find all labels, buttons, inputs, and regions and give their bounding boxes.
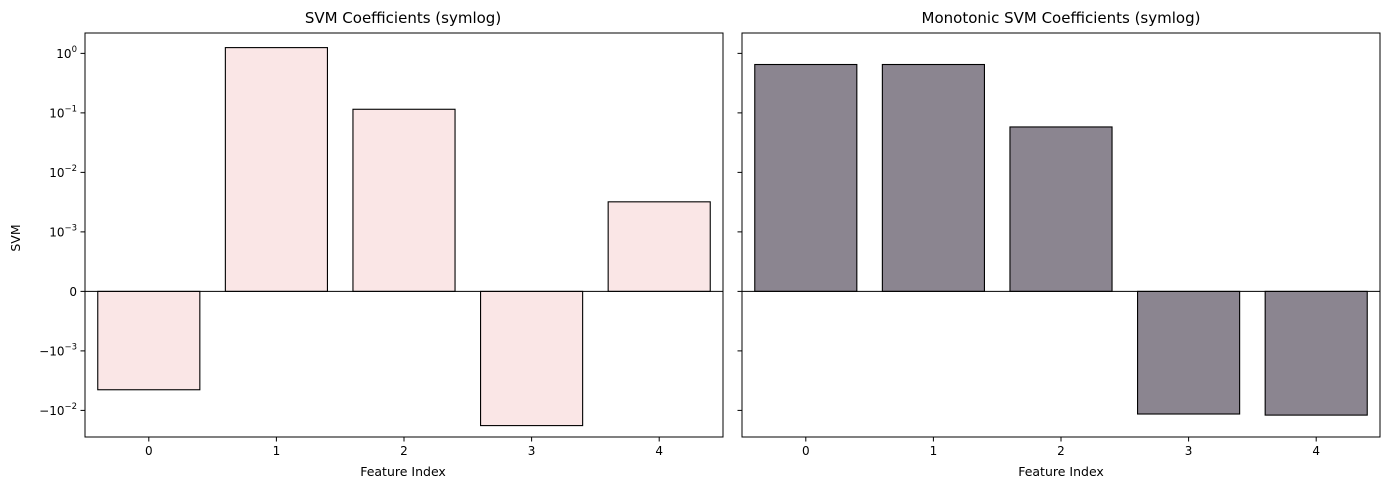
x-axis-label: Feature Index: [1018, 464, 1104, 479]
bar-feature-0: [97, 290, 201, 391]
y-axis-label: SVM: [8, 224, 23, 251]
x-tick-label: 0: [802, 444, 810, 458]
y-tick-label: 10−3: [49, 223, 77, 239]
bars: [754, 63, 1368, 416]
bars: [97, 47, 711, 427]
bar-feature-0: [754, 63, 858, 292]
x-tick-label: 0: [145, 444, 153, 458]
x-tick-label: 1: [273, 444, 281, 458]
x-tick-label: 4: [1312, 444, 1320, 458]
bar-feature-3: [480, 290, 584, 427]
y-tick-label: 100: [56, 45, 77, 61]
x-tick-label: 2: [1057, 444, 1065, 458]
bar-feature-4: [607, 201, 711, 292]
chart-title: SVM Coefficients (symlog): [305, 9, 501, 27]
x-tick-label: 4: [655, 444, 663, 458]
y-tick-label: 10−2: [49, 164, 77, 180]
x-tick-label: 3: [528, 444, 536, 458]
y-tick-label: −10−2: [39, 402, 77, 418]
bar-feature-3: [1137, 290, 1241, 415]
y-tick-label: 0: [69, 285, 77, 299]
y-tick-label: −10−3: [39, 342, 77, 358]
bar-feature-1: [224, 47, 328, 292]
x-tick-label: 3: [1185, 444, 1193, 458]
y-tick-label: 10−1: [49, 104, 77, 120]
bar-feature-2: [1009, 126, 1113, 292]
x-tick-label: 2: [400, 444, 408, 458]
chart-title: Monotonic SVM Coefficients (symlog): [922, 9, 1201, 27]
bar-feature-2: [352, 108, 456, 292]
bar-feature-4: [1264, 290, 1368, 416]
bar-feature-1: [881, 63, 985, 292]
x-axis-label: Feature Index: [360, 464, 446, 479]
chart-panel-monotonic-svm: Monotonic SVM Coefficients (symlog) Feat…: [737, 9, 1381, 479]
x-tick-label: 1: [930, 444, 938, 458]
chart-panel-svm: SVM Coefficients (symlog) Feature Index …: [8, 9, 724, 479]
